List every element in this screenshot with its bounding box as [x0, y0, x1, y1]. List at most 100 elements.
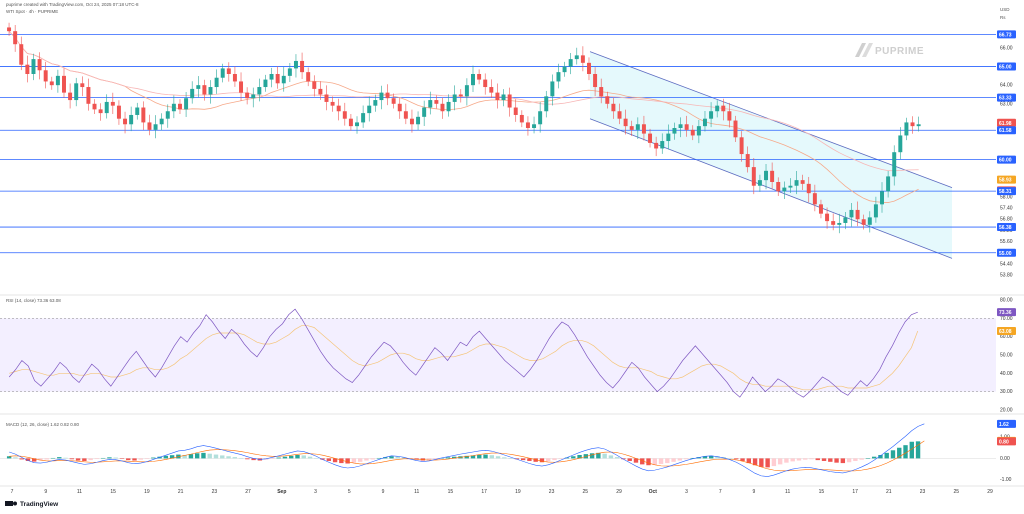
candle-body [611, 103, 616, 112]
ma-20-line [8, 30, 919, 203]
candle-body [416, 116, 421, 125]
candle-body [80, 83, 85, 88]
candle [739, 131, 744, 162]
price-badge-2-bg [997, 93, 1016, 102]
macd-histogram-bar [345, 458, 350, 464]
macd-histogram-bar [301, 455, 306, 459]
candle [611, 97, 616, 119]
candle [318, 81, 323, 100]
candle-body [593, 74, 598, 88]
price-badge-10: 55.00 [997, 248, 1016, 257]
candle-body [800, 180, 805, 184]
macd-histogram-bar [370, 458, 375, 460]
candle-body [532, 124, 537, 128]
candle [135, 102, 140, 120]
candle-body [849, 209, 854, 218]
candle-body [507, 94, 512, 108]
candle-body [580, 55, 585, 63]
price-tick-label: 54.40 [1000, 261, 1013, 267]
macd-histogram-bar [332, 458, 338, 463]
macd-histogram-bar [646, 458, 651, 466]
candle [562, 61, 567, 77]
candle-body [104, 101, 109, 114]
macd-histogram-bar [326, 458, 332, 461]
macd-histogram-bar [25, 458, 31, 461]
macd-signal-line [9, 440, 925, 472]
time-tick-label: 9 [382, 489, 385, 495]
price-badge-5-bg [997, 155, 1016, 164]
macd-histogram-bar [289, 455, 294, 459]
macd-histogram-bar [464, 455, 469, 459]
candle-body [568, 59, 573, 67]
candle [825, 207, 830, 229]
candle-body [110, 101, 115, 106]
candle-body [519, 114, 524, 123]
candle [721, 98, 726, 121]
candle [855, 201, 860, 227]
candle [587, 57, 591, 81]
candle-body [702, 118, 707, 127]
candle-body [177, 103, 182, 110]
macd-histogram-bar [88, 458, 93, 461]
candle-body [293, 60, 298, 69]
candle [654, 136, 659, 157]
time-tick-label: 9 [753, 489, 756, 495]
macd-histogram-bar [897, 447, 902, 459]
candle-body [709, 111, 714, 119]
macd-histogram-bar [119, 458, 125, 459]
candle-body [385, 92, 390, 99]
currency-sub-label: Rs [1000, 15, 1006, 20]
candle [910, 116, 915, 134]
candle-body [300, 60, 305, 73]
macd-histogram-bar [746, 458, 752, 464]
macd-histogram-bar [589, 453, 595, 459]
macd-histogram-bar [470, 455, 476, 459]
candle [702, 111, 707, 132]
price-badge-5: 60.00 [997, 155, 1016, 164]
macd-histogram-bar [658, 458, 664, 464]
macd-histogram-bar [903, 445, 908, 459]
macd-histogram-bar [614, 457, 620, 459]
macd-histogram-bar [151, 457, 156, 459]
macd-histogram-bar [57, 457, 62, 459]
candle-body [513, 107, 518, 115]
candle [849, 203, 854, 227]
macd-histogram-bar [107, 457, 112, 459]
candle-body [654, 142, 659, 149]
candle [550, 74, 555, 106]
candle-body [367, 105, 372, 114]
price-tick-label: 63.00 [1000, 101, 1013, 107]
candle [208, 80, 213, 104]
candle-body [232, 74, 237, 82]
candle [251, 87, 256, 108]
candle [312, 75, 317, 97]
macd-histogram-bar [401, 457, 407, 459]
macd-tick-label: 0.00 [1000, 456, 1010, 462]
tradingview-wordmark: TradingView [20, 501, 59, 508]
time-tick-label: Sep [277, 489, 286, 495]
price-badge-5-text: 60.00 [999, 158, 1012, 164]
macd-histogram-bar [828, 458, 833, 462]
rsi-tick-label: 80.00 [1000, 298, 1013, 304]
candle [428, 91, 433, 115]
candle [226, 62, 231, 82]
candle-body [86, 87, 91, 104]
macd-histogram-bar [245, 458, 250, 460]
candle [483, 73, 488, 95]
time-tick-label: 25 [583, 489, 589, 495]
candle [629, 120, 634, 137]
candle-body [471, 74, 475, 86]
candle-body [391, 98, 396, 104]
candle-body [428, 100, 433, 108]
macd-histogram-bar [276, 457, 281, 459]
candle [751, 157, 756, 195]
candle [416, 111, 421, 131]
price-badge-1-bg [997, 62, 1016, 71]
candle [892, 145, 897, 186]
candle-body [599, 87, 604, 97]
price-badge-8-text: 58.31 [999, 189, 1012, 195]
candle [336, 98, 341, 121]
candle-body [916, 124, 921, 127]
